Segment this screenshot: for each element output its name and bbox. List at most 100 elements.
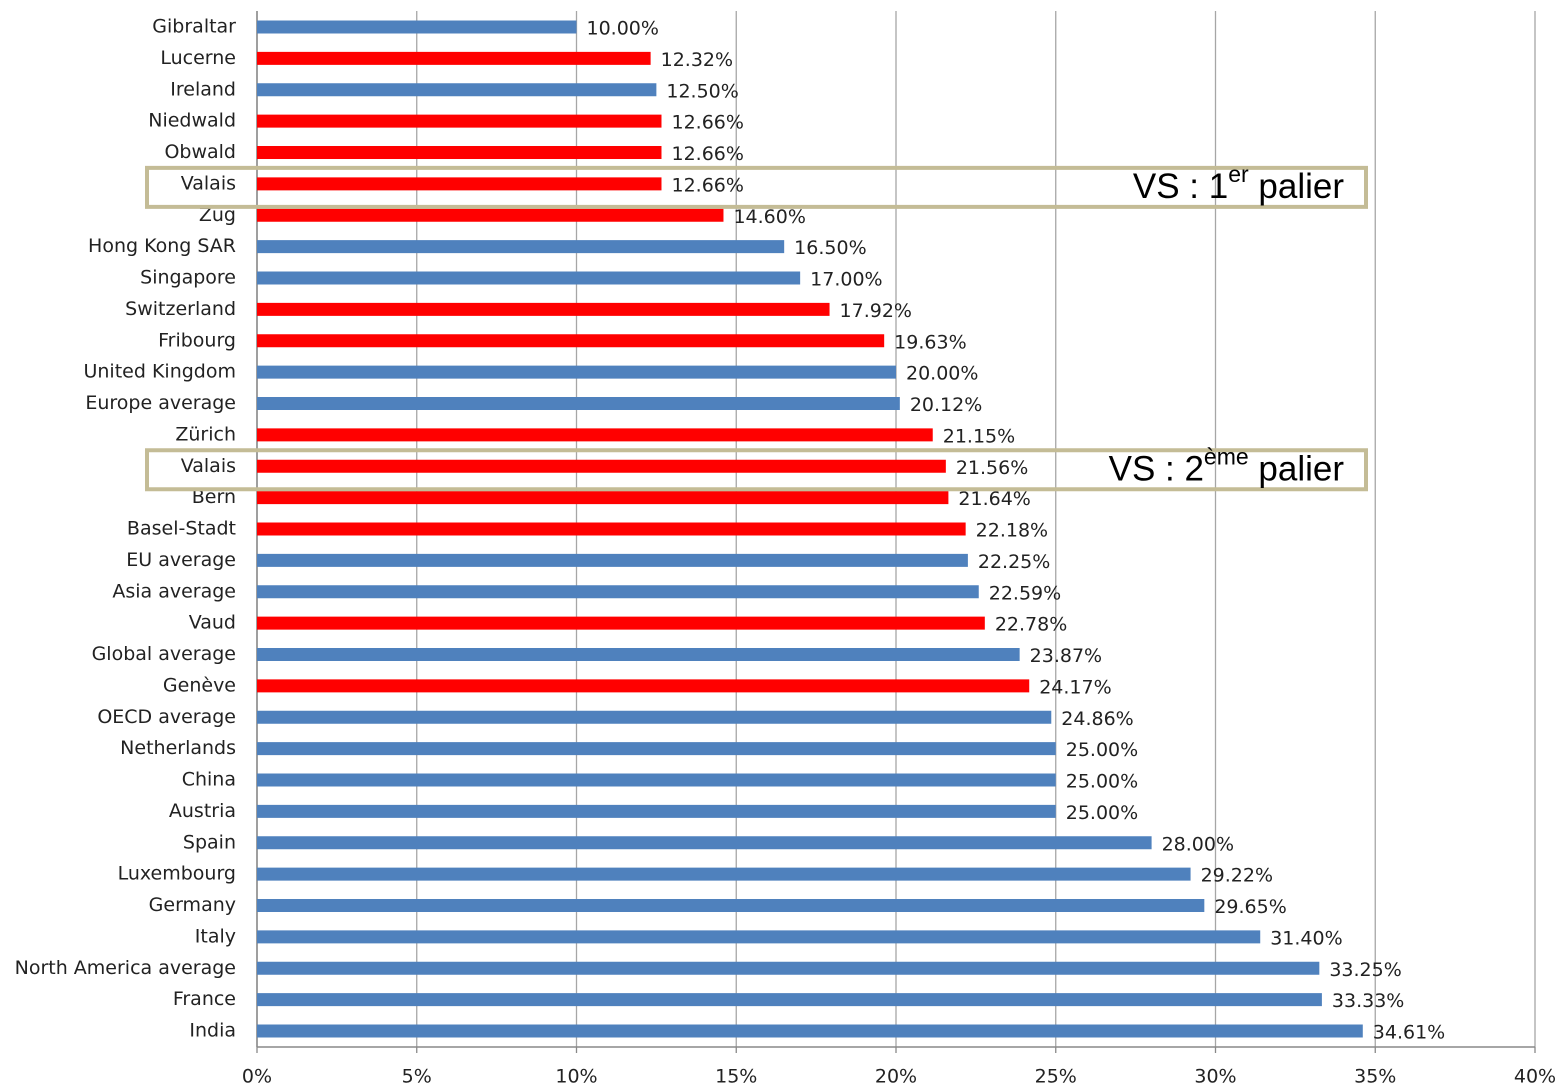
bar bbox=[257, 397, 900, 410]
category-label: Germany bbox=[149, 894, 236, 916]
category-label: Spain bbox=[183, 831, 236, 853]
x-tick-label: 25% bbox=[1035, 1066, 1077, 1086]
x-tick-label: 20% bbox=[875, 1066, 917, 1086]
value-label: 20.12% bbox=[910, 394, 982, 416]
category-label: Valais bbox=[181, 172, 236, 194]
value-label: 17.00% bbox=[810, 269, 882, 291]
value-label: 24.17% bbox=[1039, 676, 1111, 698]
category-label: France bbox=[173, 988, 236, 1010]
category-label: Basel-Stadt bbox=[127, 518, 236, 540]
value-label: 12.50% bbox=[666, 80, 738, 102]
value-label: 31.40% bbox=[1270, 927, 1342, 949]
category-label: Italy bbox=[195, 925, 236, 947]
bar bbox=[257, 365, 896, 379]
bar bbox=[257, 51, 651, 65]
value-label: 21.64% bbox=[958, 488, 1030, 510]
category-label: North America average bbox=[15, 957, 236, 979]
bar bbox=[257, 993, 1322, 1007]
category-label: Genève bbox=[163, 674, 236, 696]
bar bbox=[257, 1024, 1363, 1038]
category-label: Niedwald bbox=[148, 110, 236, 132]
value-label: 21.15% bbox=[943, 425, 1015, 447]
bar bbox=[257, 836, 1152, 850]
bar bbox=[257, 491, 949, 505]
category-label: Zürich bbox=[175, 423, 236, 445]
bar bbox=[257, 459, 946, 473]
annotation: VS : 1er palier bbox=[1133, 161, 1344, 206]
bar bbox=[257, 899, 1205, 912]
bar bbox=[257, 553, 968, 567]
category-label: Bern bbox=[192, 486, 236, 508]
category-label: India bbox=[189, 1020, 236, 1042]
bar bbox=[257, 648, 1020, 661]
value-label: 25.00% bbox=[1066, 802, 1138, 824]
category-label: Vaud bbox=[189, 612, 236, 634]
value-label: 22.78% bbox=[995, 614, 1067, 636]
x-tick-label: 40% bbox=[1514, 1066, 1556, 1086]
highlight-box bbox=[145, 448, 1368, 492]
value-label: 22.59% bbox=[989, 582, 1061, 604]
value-label: 20.00% bbox=[906, 363, 978, 385]
bar bbox=[257, 428, 933, 442]
value-label: 12.66% bbox=[671, 143, 743, 165]
category-label: Ireland bbox=[170, 78, 236, 100]
category-label: OECD average bbox=[97, 706, 236, 728]
value-label: 10.00% bbox=[587, 18, 659, 40]
bar bbox=[257, 114, 662, 128]
bar bbox=[257, 20, 577, 34]
category-label: Asia average bbox=[112, 580, 236, 602]
category-label: Singapore bbox=[140, 267, 236, 289]
bar bbox=[257, 522, 966, 536]
bar bbox=[257, 773, 1056, 787]
x-tick-label: 10% bbox=[555, 1066, 597, 1086]
bar bbox=[257, 804, 1056, 818]
value-label: 12.66% bbox=[671, 174, 743, 196]
bar bbox=[257, 208, 724, 222]
category-label: China bbox=[182, 769, 236, 791]
category-label: Europe average bbox=[85, 392, 236, 414]
value-label: 29.22% bbox=[1201, 865, 1273, 887]
bar bbox=[257, 271, 801, 285]
category-label: Global average bbox=[92, 643, 236, 665]
value-label: 17.92% bbox=[840, 300, 912, 322]
value-label: 25.00% bbox=[1066, 771, 1138, 793]
bar bbox=[257, 742, 1056, 756]
x-tick-label: 0% bbox=[242, 1066, 272, 1086]
category-label: United Kingdom bbox=[83, 361, 236, 383]
value-label: 12.32% bbox=[661, 49, 733, 71]
bar bbox=[257, 240, 785, 254]
annotation-part: palier bbox=[1249, 450, 1345, 489]
category-label: Lucerne bbox=[160, 47, 236, 69]
bar bbox=[257, 867, 1191, 881]
x-tick-label: 15% bbox=[715, 1066, 757, 1086]
category-label: Zug bbox=[199, 204, 236, 226]
annotation-part: er bbox=[1228, 161, 1249, 187]
category-label: Netherlands bbox=[120, 737, 236, 759]
value-label: 25.00% bbox=[1066, 739, 1138, 761]
bar bbox=[257, 334, 885, 348]
category-label: Obwald bbox=[164, 141, 236, 163]
annotation-part: palier bbox=[1249, 167, 1345, 206]
bar bbox=[257, 177, 662, 191]
value-label: 19.63% bbox=[894, 331, 966, 353]
bar bbox=[257, 961, 1320, 975]
value-label: 21.56% bbox=[956, 457, 1028, 479]
value-label: 22.25% bbox=[978, 551, 1050, 573]
value-label: 23.87% bbox=[1030, 645, 1102, 667]
value-label: 24.86% bbox=[1061, 708, 1133, 730]
annotation: VS : 2ème palier bbox=[1109, 443, 1345, 488]
value-label: 34.61% bbox=[1373, 1022, 1445, 1044]
highlight-box bbox=[145, 165, 1368, 209]
annotation-part: VS : 1 bbox=[1133, 167, 1228, 206]
category-label: Gibraltar bbox=[152, 16, 236, 38]
value-label: 33.33% bbox=[1332, 990, 1404, 1012]
x-tick-label: 5% bbox=[402, 1066, 432, 1086]
bar bbox=[257, 83, 657, 97]
bar bbox=[257, 302, 830, 316]
annotation-part: VS : 2 bbox=[1109, 450, 1204, 489]
bar bbox=[257, 679, 1030, 693]
category-label: EU average bbox=[126, 549, 236, 571]
category-label: Valais bbox=[181, 455, 236, 477]
